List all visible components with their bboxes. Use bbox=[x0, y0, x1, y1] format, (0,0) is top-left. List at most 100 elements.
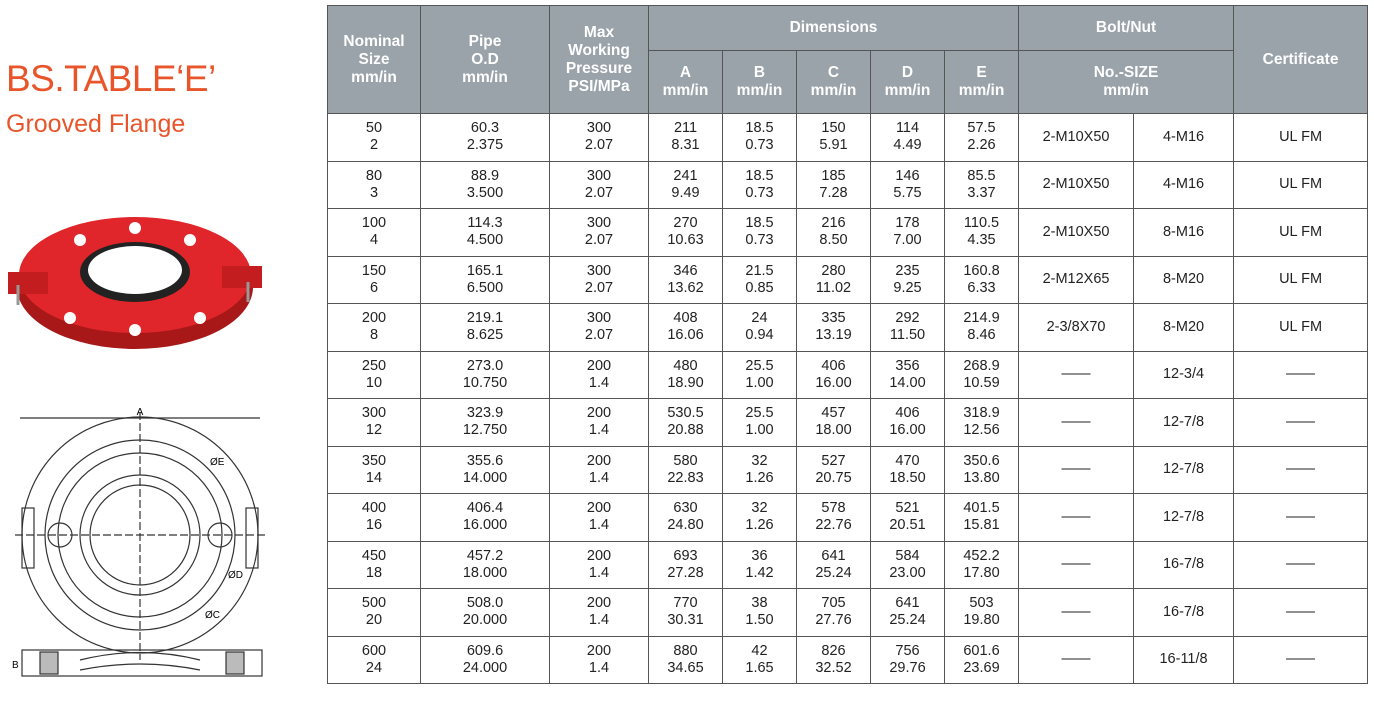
cell-line: 1.4 bbox=[588, 517, 610, 534]
cell-line: 16.000 bbox=[462, 517, 508, 534]
cell-line: 12.750 bbox=[462, 422, 508, 439]
cell-line: C bbox=[827, 64, 840, 81]
cell-line: 408 bbox=[673, 310, 698, 327]
cell-line: 300 bbox=[586, 167, 612, 184]
cell-line: 178 bbox=[895, 215, 920, 232]
cell-line: 601.6 bbox=[963, 642, 1000, 659]
cell-line: 18 bbox=[365, 564, 383, 581]
table-cell: 705 27.76 bbox=[796, 588, 871, 637]
cell-line: 1.4 bbox=[588, 374, 610, 391]
cell-line: 200 bbox=[586, 595, 612, 612]
cell-line: 200 bbox=[586, 500, 612, 517]
table-cell: 300 2.07 bbox=[549, 255, 649, 304]
cell-line: 100 bbox=[361, 215, 387, 232]
cell-line: 219.1 bbox=[466, 310, 504, 327]
cell-line: 80 bbox=[365, 167, 383, 184]
table-cell: 521 20.51 bbox=[870, 493, 945, 542]
cell-line: 300 bbox=[586, 120, 612, 137]
table-cell: 826 32.52 bbox=[796, 635, 871, 684]
cell-line: 211 bbox=[673, 120, 698, 137]
table-cell: 200 1.4 bbox=[549, 493, 649, 542]
cell-line: 16.00 bbox=[815, 374, 852, 391]
table-cell: 770 30.31 bbox=[648, 588, 723, 637]
table-cell: 323.9 12.750 bbox=[420, 398, 550, 447]
table-cell: 693 27.28 bbox=[648, 540, 723, 589]
cell-line: 2.07 bbox=[584, 232, 614, 249]
cell-line: 24.000 bbox=[462, 659, 508, 676]
cell-line: 7.00 bbox=[893, 232, 922, 249]
cell-line: 1.4 bbox=[588, 659, 610, 676]
table-cell: 150 6 bbox=[327, 255, 421, 304]
cell-line: 15.81 bbox=[963, 517, 1000, 534]
table-cell: 335 13.19 bbox=[796, 303, 871, 352]
cell-line: 693 bbox=[673, 547, 698, 564]
cell-line: 160.8 bbox=[963, 262, 1000, 279]
cell-line: 270 bbox=[673, 215, 698, 232]
header-row: Nominal Size mm/in Pipe O.D mm/in Max Working Pr… bbox=[327, 5, 1369, 114]
cell-line: mm/in bbox=[1103, 82, 1149, 99]
cell-line: Working bbox=[568, 41, 630, 59]
table-cell: 216 8.50 bbox=[796, 208, 871, 257]
table-cell: 355.6 14.000 bbox=[420, 445, 550, 494]
cell-line: 18.5 bbox=[745, 120, 774, 137]
cell-line: 0.85 bbox=[745, 279, 774, 296]
cell-line: 500 bbox=[361, 595, 387, 612]
table-cell: —— bbox=[1018, 350, 1135, 399]
table-cell: UL FM bbox=[1233, 208, 1369, 257]
cell-line: 42 bbox=[751, 642, 768, 659]
table-row: 500 20 508.0 20.000 200 1.4 770 30.31 38 1.50 705 2… bbox=[327, 588, 1369, 637]
table-cell: —— bbox=[1018, 398, 1135, 447]
cell-line: 60.3 bbox=[470, 120, 500, 137]
cell-line: 18.000 bbox=[462, 564, 508, 581]
cell-line: 7.28 bbox=[819, 184, 848, 201]
cell-line: 32.52 bbox=[815, 659, 852, 676]
cell-line: 580 bbox=[673, 452, 698, 469]
cell-line: 880 bbox=[673, 642, 698, 659]
table-cell: 356 14.00 bbox=[870, 350, 945, 399]
table-cell: UL FM bbox=[1233, 303, 1369, 352]
table-cell: 24 0.94 bbox=[722, 303, 797, 352]
cell-line: 29.76 bbox=[889, 659, 926, 676]
table-cell: 300 12 bbox=[327, 398, 421, 447]
table-row: 80 3 88.9 3.500 300 2.07 241 9.49 18.5 0.73 185 7.2… bbox=[327, 160, 1369, 209]
table-cell: 200 1.4 bbox=[549, 635, 649, 684]
table-cell: 273.0 10.750 bbox=[420, 350, 550, 399]
cell-line: 300 bbox=[586, 215, 612, 232]
cell-line: 1.4 bbox=[588, 612, 610, 629]
cell-line: 641 bbox=[895, 595, 920, 612]
table-cell: 200 1.4 bbox=[549, 445, 649, 494]
table-cell: 18.5 0.73 bbox=[722, 113, 797, 162]
cell-line: 165.1 bbox=[466, 262, 504, 279]
cell-line: 57.5 bbox=[967, 120, 996, 137]
table-cell: 21.5 0.85 bbox=[722, 255, 797, 304]
cell-line: 300 bbox=[586, 262, 612, 279]
cell-line: 12.56 bbox=[963, 422, 1000, 439]
cell-line: 3.500 bbox=[466, 184, 504, 201]
cell-line: 18.00 bbox=[815, 422, 852, 439]
cell-line: 756 bbox=[895, 642, 920, 659]
cell-line: 88.9 bbox=[470, 167, 500, 184]
cell-line: 38 bbox=[751, 595, 768, 612]
table-cell: 36 1.42 bbox=[722, 540, 797, 589]
cell-line: 235 bbox=[895, 262, 920, 279]
table-cell: 200 1.4 bbox=[549, 398, 649, 447]
cell-line: mm/in bbox=[884, 82, 931, 99]
table-cell: 270 10.63 bbox=[648, 208, 723, 257]
header-cell: Max Working Pressure PSI/MPa bbox=[549, 5, 649, 114]
cell-line: 216 bbox=[821, 215, 846, 232]
cell-line: 200 bbox=[586, 642, 612, 659]
cell-line: 20.51 bbox=[889, 517, 926, 534]
table-row: 450 18 457.2 18.000 200 1.4 693 27.28 36 1.42 641 2… bbox=[327, 540, 1369, 589]
table-cell: 200 1.4 bbox=[549, 350, 649, 399]
cell-line: 8.31 bbox=[671, 137, 700, 154]
cell-line: 4 bbox=[369, 232, 379, 249]
table-cell: 200 1.4 bbox=[549, 540, 649, 589]
cell-line: 10.750 bbox=[462, 374, 508, 391]
cell-line: 480 bbox=[673, 357, 698, 374]
cell-line: mm/in bbox=[662, 82, 709, 99]
cell-line: 16 bbox=[365, 517, 383, 534]
table-cell: 450 18 bbox=[327, 540, 421, 589]
table-cell: 580 22.83 bbox=[648, 445, 723, 494]
table-cell: 457.2 18.000 bbox=[420, 540, 550, 589]
cell-line: 11.50 bbox=[889, 327, 926, 344]
